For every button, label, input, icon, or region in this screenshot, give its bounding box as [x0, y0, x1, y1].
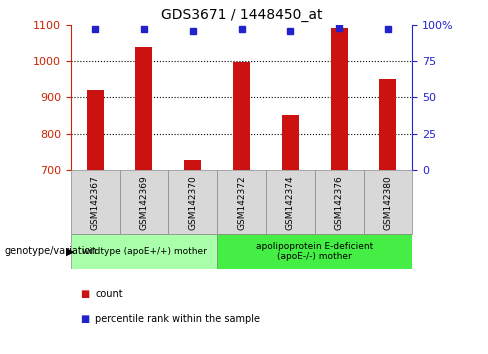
Bar: [135, 46, 152, 170]
Bar: [331, 28, 347, 170]
Text: GSM142374: GSM142374: [286, 175, 295, 230]
Bar: [282, 115, 299, 170]
Text: genotype/variation: genotype/variation: [5, 246, 98, 256]
Bar: [233, 62, 250, 170]
Text: GSM142380: GSM142380: [384, 175, 392, 230]
Text: GSM142369: GSM142369: [140, 175, 148, 230]
Text: GSM142372: GSM142372: [237, 175, 246, 230]
Text: GSM142370: GSM142370: [188, 175, 197, 230]
Bar: [168, 170, 217, 234]
Bar: [87, 90, 104, 170]
Bar: [315, 170, 364, 234]
Text: GSM142367: GSM142367: [91, 175, 100, 230]
Text: GSM142376: GSM142376: [335, 175, 344, 230]
Bar: [217, 234, 412, 269]
Text: wildtype (apoE+/+) mother: wildtype (apoE+/+) mother: [81, 247, 206, 256]
Bar: [217, 170, 266, 234]
Bar: [120, 170, 168, 234]
Text: ■: ■: [81, 314, 90, 324]
Text: apolipoprotein E-deficient
(apoE-/-) mother: apolipoprotein E-deficient (apoE-/-) mot…: [256, 242, 373, 261]
Text: ■: ■: [81, 289, 90, 299]
Text: percentile rank within the sample: percentile rank within the sample: [95, 314, 260, 324]
Bar: [71, 170, 120, 234]
Bar: [184, 160, 201, 170]
Text: ▶: ▶: [66, 246, 74, 256]
Bar: [364, 170, 412, 234]
Text: count: count: [95, 289, 123, 299]
Title: GDS3671 / 1448450_at: GDS3671 / 1448450_at: [161, 8, 322, 22]
Bar: [266, 170, 315, 234]
Bar: [71, 234, 217, 269]
Bar: [380, 79, 396, 170]
